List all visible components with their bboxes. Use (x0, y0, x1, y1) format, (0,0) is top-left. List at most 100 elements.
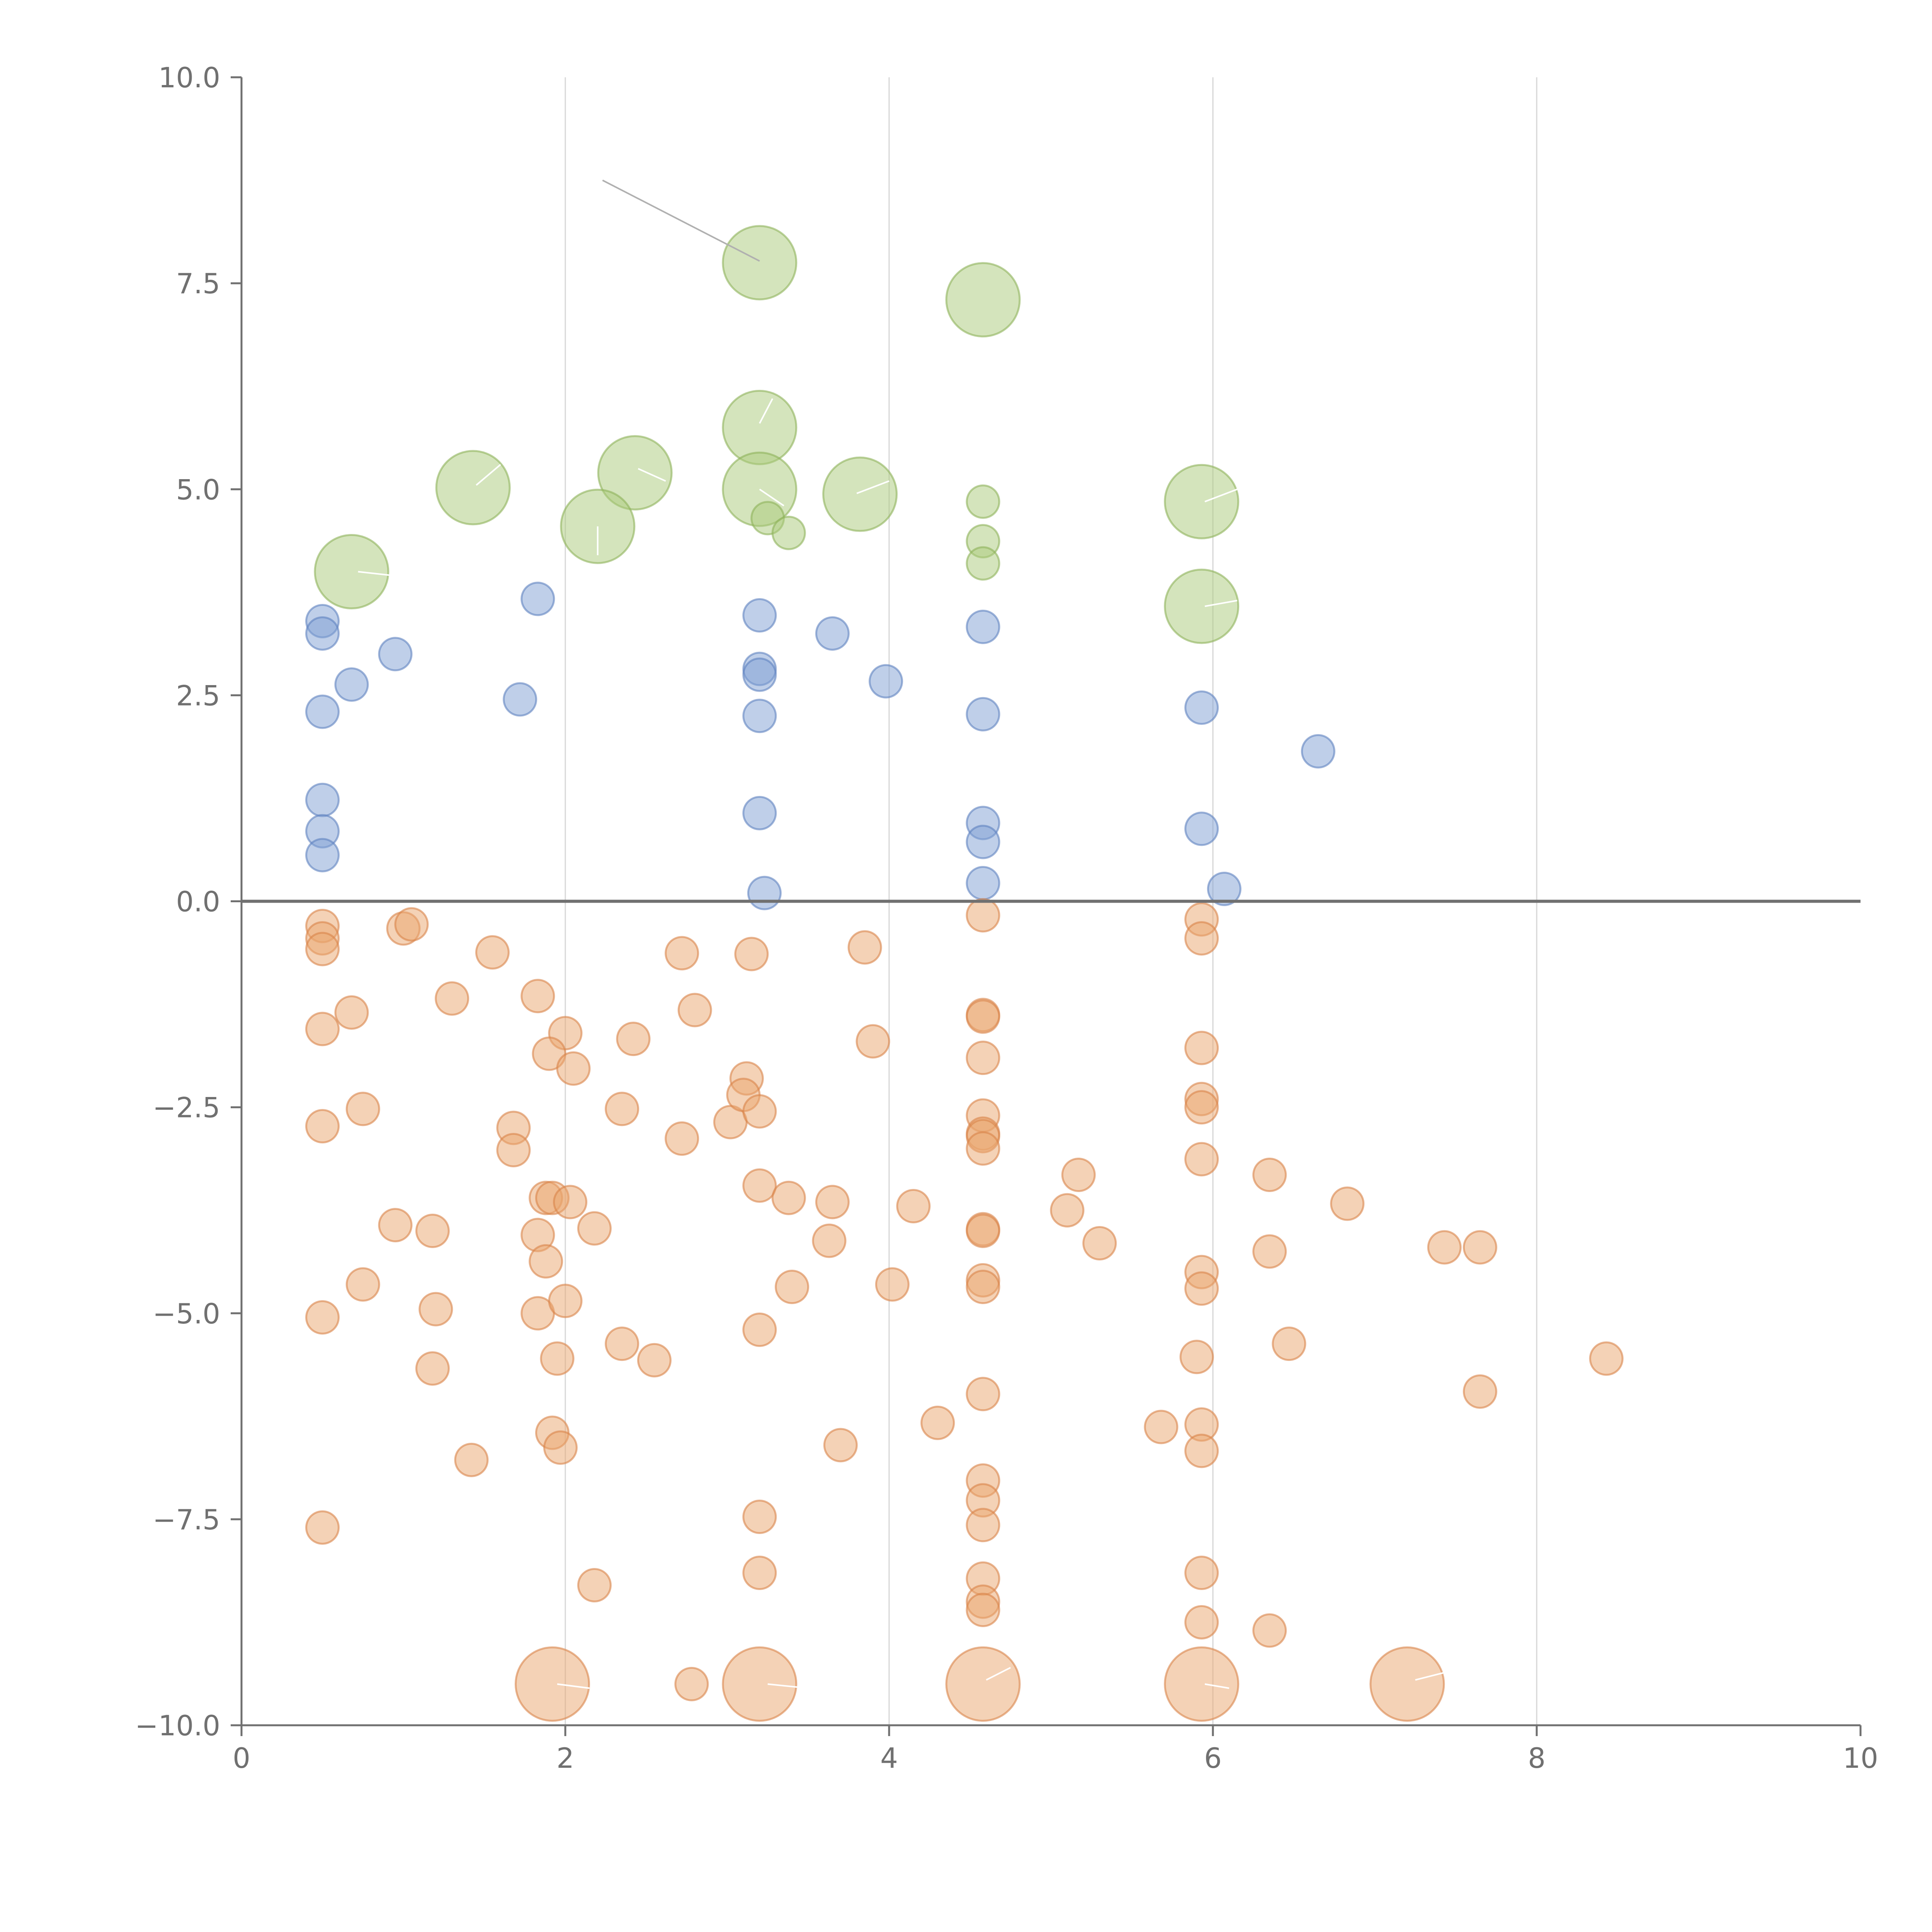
orange-bubble (966, 1041, 1000, 1075)
orange-bubble (543, 1430, 578, 1465)
orange-bubble (378, 1208, 413, 1243)
orange-bubble (1252, 1234, 1287, 1269)
orange-bubble (1184, 1090, 1219, 1125)
blue-bubble (966, 697, 1000, 731)
orange-bubble (1082, 1226, 1117, 1260)
orange-bubble (966, 1377, 1000, 1412)
orange-bubble (674, 1667, 709, 1701)
y-tick-label: 5.0 (176, 473, 220, 506)
green-bubble (1164, 464, 1240, 539)
orange-bubble (1252, 1613, 1287, 1648)
orange-bubble (415, 1351, 450, 1386)
orange-bubble (454, 1442, 489, 1477)
x-tick-label: 10 (1843, 1742, 1878, 1774)
orange-bubble (1184, 1031, 1219, 1065)
blue-bubble (305, 694, 340, 729)
orange-bubble (1184, 1271, 1219, 1306)
orange-bubble (1050, 1193, 1085, 1228)
orange-bubble (1184, 1555, 1219, 1590)
blue-bubble (1301, 734, 1335, 769)
annotation-leader-line (1204, 600, 1238, 607)
orange-bubble (514, 1646, 590, 1722)
green-bubble (771, 515, 806, 550)
orange-bubble (520, 979, 555, 1014)
orange-bubble (1330, 1186, 1365, 1221)
y-tick-label: 0.0 (176, 886, 220, 918)
x-tick-label: 2 (556, 1742, 574, 1774)
orange-bubble (742, 1094, 777, 1129)
orange-bubble (435, 981, 469, 1016)
orange-bubble (305, 932, 340, 966)
orange-bubble (665, 936, 699, 971)
orange-bubble (637, 1343, 672, 1378)
orange-bubble (556, 1051, 591, 1086)
y-axis-ticks: −10.0 −7.5 −5.0 −2.5 0.0 2.5 5.0 7.5 10.0 (135, 61, 242, 1742)
annotation-leader-line (476, 464, 501, 486)
annotation-leaders (358, 179, 1448, 1689)
orange-bubble (742, 1168, 777, 1203)
annotation-leader-line (358, 571, 396, 577)
orange-bubble (577, 1568, 612, 1602)
annotation-leader-line (1204, 1683, 1230, 1689)
orange-bubble (1463, 1374, 1497, 1409)
orange-bubble (665, 1121, 699, 1156)
green-bubble (435, 450, 511, 526)
orange-bubble (945, 1646, 1021, 1722)
orange-bubble (548, 1284, 583, 1318)
orange-bubble (529, 1244, 563, 1279)
annotation-leader-line (759, 398, 774, 424)
blue-bubble (305, 782, 340, 817)
orange-bubble (966, 999, 1000, 1034)
y-tick-label: 10.0 (158, 61, 220, 94)
y-tick-label: −2.5 (153, 1092, 220, 1124)
blue-bubble (520, 582, 555, 616)
orange-bubble (775, 1270, 810, 1304)
orange-bubble (415, 1214, 450, 1248)
orange-bubble (920, 1405, 955, 1440)
blue-bubble (966, 866, 1000, 901)
orange-bubble (1463, 1230, 1497, 1265)
green-bubble (722, 225, 798, 301)
green-bubble (1164, 568, 1240, 644)
orange-bubble (1427, 1230, 1462, 1265)
orange-bubble (1179, 1340, 1214, 1374)
orange-bubble (855, 1024, 890, 1059)
orange-bubble (1272, 1327, 1306, 1361)
orange-bubble (722, 1646, 798, 1722)
orange-bubble (677, 993, 712, 1027)
orange-bubble (305, 1510, 340, 1545)
orange-bubble (540, 1341, 575, 1376)
orange-bubble (966, 1592, 1000, 1627)
orange-bubble (742, 1555, 777, 1590)
blue-bubble (742, 699, 777, 733)
green-bubble (822, 456, 898, 532)
blue-bubble (503, 682, 537, 717)
orange-bubble (1184, 1434, 1219, 1468)
orange-bubble (577, 1211, 612, 1246)
orange-bubble (847, 930, 882, 965)
x-tick-label: 0 (233, 1742, 250, 1774)
orange-bubble (1144, 1410, 1179, 1444)
y-tick-label: −10.0 (135, 1709, 220, 1742)
orange-bubble (496, 1133, 531, 1168)
orange-bubble (394, 907, 429, 942)
orange-bubble (418, 1292, 453, 1327)
annotation-leader-line (1415, 1671, 1448, 1681)
orange-bubble (345, 1092, 380, 1126)
blue-bubble (378, 637, 413, 672)
orange-bubble (966, 1131, 1000, 1166)
blue-bubble (966, 609, 1000, 644)
green-bubble (945, 262, 1021, 338)
orange-bubble (475, 935, 510, 970)
blue-bubble (1184, 690, 1219, 725)
orange-bubble (616, 1022, 651, 1056)
green-bubble (966, 546, 1000, 581)
blue-bubble (1207, 872, 1242, 906)
annotation-leader-line (1204, 488, 1238, 503)
annotation-leader-line (638, 468, 666, 482)
blue-bubble (334, 667, 369, 702)
orange-bubble (823, 1428, 858, 1463)
data-points (305, 225, 1624, 1722)
orange-bubble (812, 1223, 847, 1258)
x-tick-label: 6 (1204, 1742, 1222, 1774)
